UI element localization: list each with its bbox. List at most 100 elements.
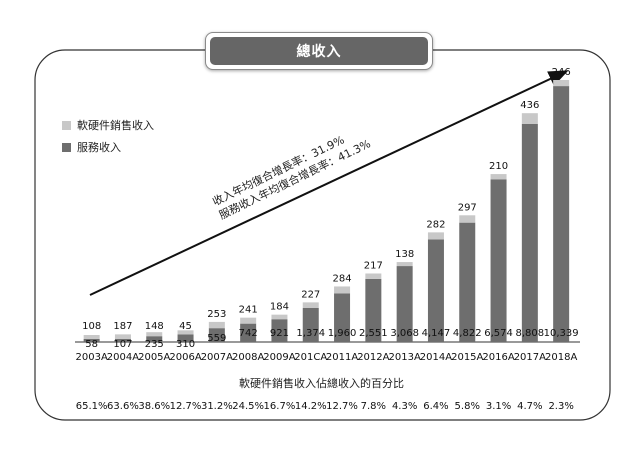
- label-service-2007A: 559: [207, 333, 226, 344]
- label-service-2013A: 3,068: [390, 328, 419, 339]
- tick-2012A: 2012A: [357, 352, 389, 363]
- label-service-2004A: 107: [113, 339, 132, 350]
- tick-2017A: 2017A: [514, 352, 546, 363]
- label-hardware-2006A: 45: [179, 321, 192, 332]
- bar-hardware-2011A: [334, 286, 351, 294]
- bar-hardware-2007A: [208, 321, 225, 329]
- label-hardware-2009A: 184: [270, 302, 289, 313]
- growth-arrow: [89, 70, 569, 296]
- tick-2015A: 2015A: [451, 352, 483, 363]
- bar-service-2015A: [459, 222, 476, 342]
- bar-service-2018A: [553, 86, 570, 343]
- bar-hardware-2017A: [521, 113, 538, 124]
- legend-item-service: 服務收入: [62, 139, 121, 155]
- label-hardware-2015A: 297: [458, 202, 477, 213]
- tick-2013A: 2013A: [389, 352, 421, 363]
- percent-2009A: 16.7%: [264, 401, 296, 412]
- bar-hardware-2008A: [240, 317, 257, 324]
- label-service-2011A: 1,960: [328, 328, 357, 339]
- label-hardware-201CA: 227: [301, 289, 320, 300]
- label-hardware-2012A: 217: [364, 260, 383, 271]
- bar-service-201CA: [302, 307, 319, 342]
- label-service-2016A: 6,574: [484, 328, 513, 339]
- bar-hardware-2014A: [427, 232, 444, 240]
- legend-item-hardware: 軟硬件銷售收入: [62, 117, 154, 133]
- label-service-2005A: 235: [145, 339, 164, 350]
- tick-2005A: 2005A: [138, 352, 170, 363]
- bar-hardware-2016A: [490, 174, 507, 180]
- bar-service-2008A: [240, 323, 257, 342]
- bar-service-2007A: [208, 328, 225, 342]
- label-service-2012A: 2,551: [359, 328, 388, 339]
- bar-service-2014A: [427, 239, 444, 342]
- bar-service-2013A: [396, 266, 413, 342]
- label-hardware-2011A: 284: [333, 273, 352, 284]
- label-service-2018A: 10,339: [544, 328, 579, 339]
- tick-2018A: 2018A: [545, 352, 577, 363]
- title-box: 總收入: [205, 32, 433, 70]
- tick-2014A: 2014A: [420, 352, 452, 363]
- tick-2011A: 2011A: [326, 352, 358, 363]
- bar-hardware-2009A: [271, 314, 288, 320]
- legend-label-hardware: 軟硬件銷售收入: [77, 119, 154, 132]
- label-hardware-2013A: 138: [395, 249, 414, 260]
- bar-hardware-2013A: [396, 262, 413, 267]
- bar-hardware-2005A: [146, 332, 163, 337]
- label-hardware-2004A: 187: [113, 321, 132, 332]
- bar-hardware-2015A: [459, 215, 476, 223]
- label-service-2003A: 58: [85, 339, 98, 350]
- label-service-2008A: 742: [239, 328, 258, 339]
- bar-service-2003A: [83, 339, 100, 342]
- label-service-2006A: 310: [176, 339, 195, 350]
- percent-2006A: 12.7%: [170, 401, 202, 412]
- label-service-2015A: 4,822: [453, 328, 482, 339]
- percent-title: 軟硬件銷售收入佔總收入的百分比: [239, 377, 404, 390]
- legend-swatch-service: [62, 142, 71, 152]
- percent-2003A: 65.1%: [76, 401, 108, 412]
- tick-2006A: 2006A: [169, 352, 201, 363]
- bar-service-2006A: [177, 334, 194, 342]
- label-hardware-2003A: 108: [82, 321, 101, 332]
- bar-service-2016A: [490, 179, 507, 342]
- percent-2011A: 12.7%: [326, 401, 358, 412]
- percent-2017A: 4.7%: [517, 401, 542, 412]
- percent-2016A: 3.1%: [486, 401, 511, 412]
- legend-swatch-hardware: [62, 120, 71, 130]
- label-hardware-2008A: 241: [239, 305, 258, 316]
- tick-2004A: 2004A: [107, 352, 139, 363]
- tick-2003A: 2003A: [76, 352, 108, 363]
- percent-2015A: 5.8%: [455, 401, 480, 412]
- percent-2007A: 31.2%: [201, 401, 233, 412]
- percent-2014A: 6.4%: [423, 401, 448, 412]
- bar-service-2005A: [146, 336, 163, 342]
- label-service-2017A: 8,808: [516, 328, 545, 339]
- bar-service-2009A: [271, 319, 288, 342]
- bar-hardware-2012A: [365, 273, 382, 279]
- bar-hardware-201CA: [302, 302, 319, 308]
- label-service-2009A: 921: [270, 328, 289, 339]
- tick-2016A: 2016A: [482, 352, 514, 363]
- legend-label-service: 服務收入: [77, 141, 121, 154]
- percent-201CA: 14.2%: [295, 401, 327, 412]
- tick-2008A: 2008A: [232, 352, 264, 363]
- bar-service-2012A: [365, 278, 382, 342]
- chart-title: 總收入: [210, 37, 428, 65]
- bar-service-2017A: [521, 123, 538, 342]
- percent-2013A: 4.3%: [392, 401, 417, 412]
- percent-2004A: 63.6%: [107, 401, 139, 412]
- label-hardware-2005A: 148: [145, 321, 164, 332]
- label-service-2014A: 4,147: [422, 328, 451, 339]
- percent-2018A: 2.3%: [548, 401, 573, 412]
- bar-hardware-2003A: [83, 335, 100, 339]
- percent-2005A: 38.6%: [138, 401, 170, 412]
- percent-2008A: 24.5%: [232, 401, 264, 412]
- label-hardware-2016A: 210: [489, 161, 508, 172]
- bar-service-2011A: [334, 293, 351, 342]
- tick-2009A: 2009A: [263, 352, 295, 363]
- bar-service-2004A: [114, 339, 131, 342]
- tick-2007A: 2007A: [201, 352, 233, 363]
- bar-hardware-2006A: [177, 330, 194, 335]
- label-hardware-2018A: 246: [552, 67, 571, 78]
- label-hardware-2007A: 253: [207, 309, 226, 320]
- bar-hardware-2018A: [553, 80, 570, 87]
